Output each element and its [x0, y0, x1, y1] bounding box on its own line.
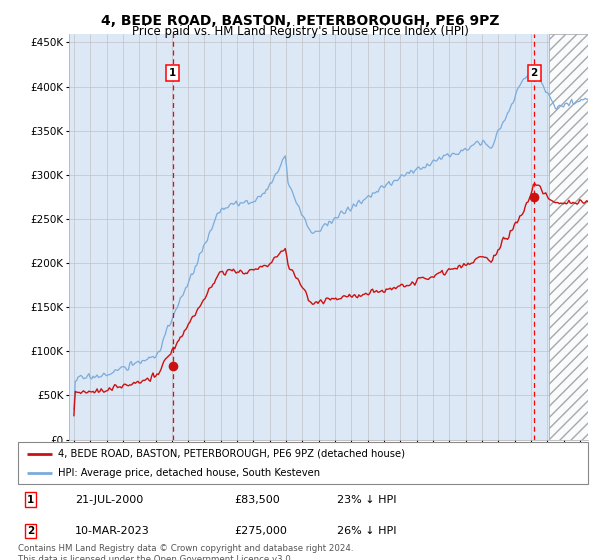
- Text: 2: 2: [530, 68, 538, 78]
- Text: 4, BEDE ROAD, BASTON, PETERBOROUGH, PE6 9PZ: 4, BEDE ROAD, BASTON, PETERBOROUGH, PE6 …: [101, 14, 499, 28]
- Text: 23% ↓ HPI: 23% ↓ HPI: [337, 494, 397, 505]
- Bar: [548, 34, 596, 440]
- Text: 21-JUL-2000: 21-JUL-2000: [75, 494, 143, 505]
- Text: £275,000: £275,000: [235, 526, 287, 536]
- Text: 26% ↓ HPI: 26% ↓ HPI: [337, 526, 397, 536]
- Text: 2: 2: [27, 526, 34, 536]
- Text: 1: 1: [27, 494, 34, 505]
- Text: £83,500: £83,500: [235, 494, 280, 505]
- Text: 4, BEDE ROAD, BASTON, PETERBOROUGH, PE6 9PZ (detached house): 4, BEDE ROAD, BASTON, PETERBOROUGH, PE6 …: [58, 449, 405, 459]
- FancyBboxPatch shape: [18, 442, 588, 484]
- Text: Contains HM Land Registry data © Crown copyright and database right 2024.
This d: Contains HM Land Registry data © Crown c…: [18, 544, 353, 560]
- Text: HPI: Average price, detached house, South Kesteven: HPI: Average price, detached house, Sout…: [58, 468, 320, 478]
- Text: 10-MAR-2023: 10-MAR-2023: [75, 526, 150, 536]
- Text: 1: 1: [169, 68, 176, 78]
- Text: Price paid vs. HM Land Registry's House Price Index (HPI): Price paid vs. HM Land Registry's House …: [131, 25, 469, 38]
